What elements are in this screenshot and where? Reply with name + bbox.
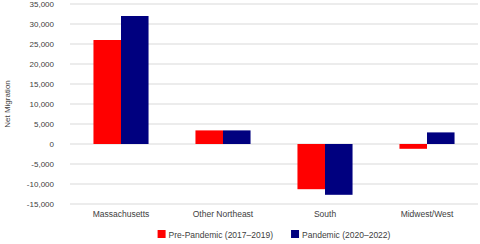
- grid-line: [70, 204, 478, 205]
- bar: [427, 132, 455, 144]
- tick-label: 15,000: [30, 80, 55, 89]
- tick-label: -15,000: [27, 200, 55, 209]
- chart: -15,000 -10,000 -5,000 0 5,000 10,000 15,000 20…: [0, 0, 480, 244]
- bar: [195, 130, 223, 144]
- legend-swatch: [158, 230, 166, 238]
- legend: Pre-Pandemic (2017–2019) Pandemic (2020–2…: [158, 230, 391, 240]
- tick-label: 20,000: [30, 60, 55, 69]
- tick-label: -5,000: [31, 160, 54, 169]
- tick-label: 10,000: [30, 100, 55, 109]
- category-label: South: [314, 209, 336, 219]
- tick-label: 5,000: [34, 120, 55, 129]
- bars: [93, 16, 454, 195]
- category-label: Midwest/West: [401, 209, 454, 219]
- bar: [325, 144, 353, 195]
- y-axis-label: Net Migration: [3, 80, 12, 128]
- grid-line: [70, 184, 478, 185]
- bar: [297, 144, 325, 189]
- category-label: Massachusetts: [93, 209, 150, 219]
- bar: [93, 40, 121, 144]
- tick-label: 25,000: [30, 40, 55, 49]
- tick-label: 35,000: [30, 0, 55, 9]
- tick-label: -10,000: [27, 180, 55, 189]
- grid-line: [70, 4, 478, 5]
- bar: [121, 16, 149, 144]
- legend-swatch: [291, 230, 299, 238]
- bar: [399, 144, 427, 149]
- legend-label: Pandemic (2020–2022): [302, 230, 391, 240]
- category-label: Other Northeast: [193, 209, 254, 219]
- grid-line: [70, 164, 478, 165]
- legend-label: Pre-Pandemic (2017–2019): [169, 230, 274, 240]
- tick-label: 0: [50, 140, 55, 149]
- bar: [223, 130, 251, 144]
- tick-label: 30,000: [30, 20, 55, 29]
